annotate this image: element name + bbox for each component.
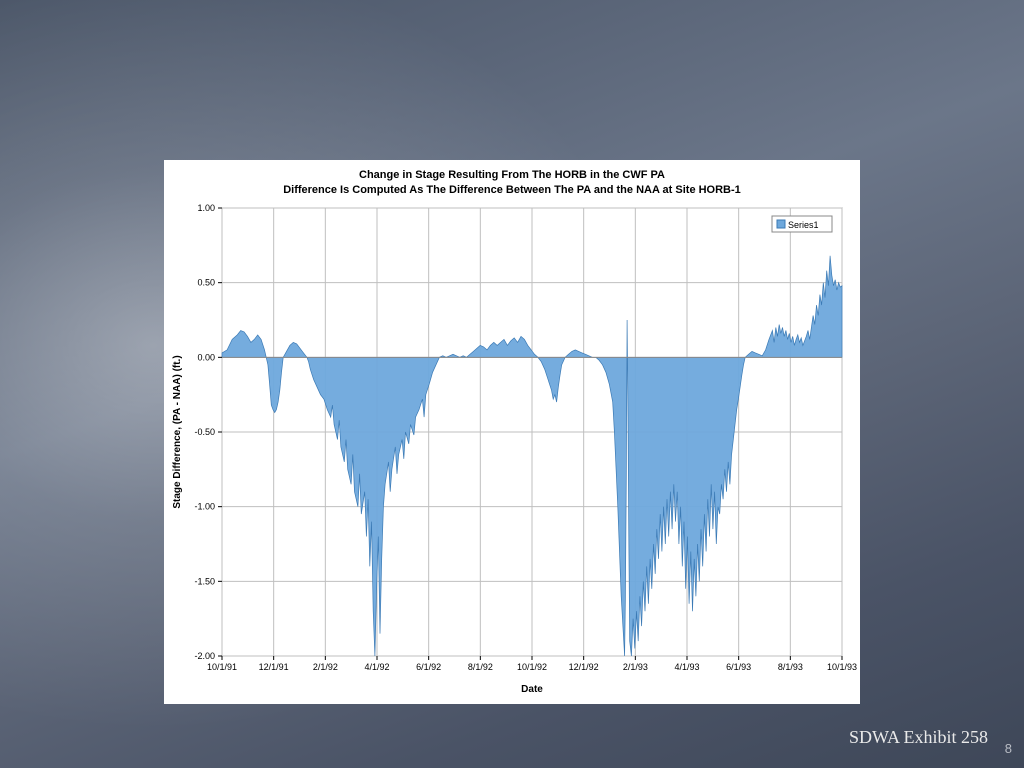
svg-text:1.00: 1.00	[197, 203, 215, 213]
area-chart: -2.00 -1.50 -1.00 -0.50 0.00 0.50 1.00 10/1/91 1…	[164, 198, 860, 702]
svg-text:Stage Difference, (PA - NAA) (: Stage Difference, (PA - NAA) (ft.)	[172, 355, 183, 508]
svg-text:12/1/91: 12/1/91	[259, 662, 289, 672]
chart-title-line1: Change in Stage Resulting From The HORB …	[359, 169, 665, 181]
svg-text:0.50: 0.50	[197, 277, 215, 287]
svg-text:2/1/92: 2/1/92	[313, 662, 338, 672]
svg-text:0.00: 0.00	[197, 352, 215, 362]
svg-text:8/1/92: 8/1/92	[468, 662, 493, 672]
slide-background: Change in Stage Resulting From The HORB …	[0, 0, 1024, 768]
chart-title-line2: Difference Is Computed As The Difference…	[283, 184, 741, 196]
chart-title: Change in Stage Resulting From The HORB …	[164, 160, 860, 198]
svg-text:6/1/93: 6/1/93	[726, 662, 751, 672]
svg-text:4/1/93: 4/1/93	[674, 662, 699, 672]
page-number: 8	[1005, 741, 1012, 756]
svg-text:10/1/93: 10/1/93	[827, 662, 857, 672]
svg-text:2/1/93: 2/1/93	[623, 662, 648, 672]
svg-text:8/1/93: 8/1/93	[778, 662, 803, 672]
svg-text:12/1/92: 12/1/92	[569, 662, 599, 672]
svg-text:-0.50: -0.50	[194, 427, 215, 437]
chart-container: Change in Stage Resulting From The HORB …	[164, 160, 860, 704]
svg-text:Date: Date	[521, 684, 543, 695]
svg-text:-1.50: -1.50	[194, 576, 215, 586]
svg-text:10/1/91: 10/1/91	[207, 662, 237, 672]
svg-text:-1.00: -1.00	[194, 501, 215, 511]
svg-text:Series1: Series1	[788, 220, 819, 230]
svg-text:-2.00: -2.00	[194, 651, 215, 661]
svg-text:6/1/92: 6/1/92	[416, 662, 441, 672]
exhibit-label: SDWA Exhibit 258	[849, 727, 988, 748]
svg-text:4/1/92: 4/1/92	[364, 662, 389, 672]
svg-text:10/1/92: 10/1/92	[517, 662, 547, 672]
